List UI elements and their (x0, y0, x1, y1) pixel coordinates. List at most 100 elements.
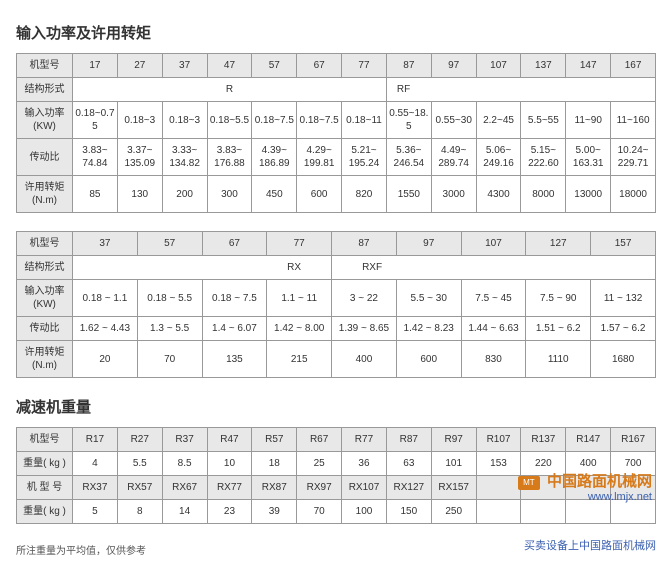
table-power-torque-1: 机型号 17 27 37 47 57 67 77 87 97 107 137 1… (16, 53, 656, 213)
cell: 400 (332, 341, 397, 378)
cell: RX (73, 256, 332, 280)
cell: 8 (117, 500, 162, 524)
cell: 1.42 ~ 8.23 (396, 317, 461, 341)
cell: 3.83~ 74.84 (73, 139, 118, 176)
cell: 450 (252, 176, 297, 213)
cell: R17 (73, 428, 118, 452)
cell: 830 (461, 341, 526, 378)
cell: 5.15~ 222.60 (521, 139, 566, 176)
col-header: 157 (591, 232, 656, 256)
cell: 4300 (476, 176, 521, 213)
cell: RX97 (297, 476, 342, 500)
cell: 10.24~ 229.71 (611, 139, 656, 176)
col-header: 机型号 (17, 232, 73, 256)
section-title-2: 减速机重量 (16, 396, 656, 417)
cell: 820 (342, 176, 387, 213)
cell: 18 (252, 452, 297, 476)
row-header: 许用转矩 (N.m) (17, 176, 73, 213)
col-header: 107 (461, 232, 526, 256)
col-header: 57 (252, 54, 297, 78)
cell: 100 (342, 500, 387, 524)
cell: 63 (386, 452, 431, 476)
row-header: 传动比 (17, 139, 73, 176)
cell: 2.2~45 (476, 102, 521, 139)
table-row: 输入功率 (KW) 0.18 ~ 1.1 0.18 ~ 5.5 0.18 ~ 7… (17, 280, 656, 317)
cell: 70 (297, 500, 342, 524)
cell: 215 (267, 341, 332, 378)
cell: 39 (252, 500, 297, 524)
cell: 13000 (566, 176, 611, 213)
col-header: 87 (386, 54, 431, 78)
table-row: 机型号 37 57 67 77 87 97 107 127 157 (17, 232, 656, 256)
cell: 1.51 ~ 6.2 (526, 317, 591, 341)
cell: 70 (137, 341, 202, 378)
cell: 130 (117, 176, 162, 213)
table-row: 重量( kg ) 5 8 14 23 39 70 100 150 250 (17, 500, 656, 524)
row-header: 输入功率 (KW) (17, 280, 73, 317)
cell: R97 (431, 428, 476, 452)
watermark: MT 中国路面机械网 www.lmjx.net (518, 470, 652, 503)
cell: 0.55~30 (431, 102, 476, 139)
cell: 4.29~ 199.81 (297, 139, 342, 176)
col-header: 87 (332, 232, 397, 256)
table-row: 输入功率 (KW) 0.18~0.75 0.18~3 0.18~3 0.18~5… (17, 102, 656, 139)
cell: 1.42 ~ 8.00 (267, 317, 332, 341)
cell: 4.39~ 186.89 (252, 139, 297, 176)
cell: RX67 (162, 476, 207, 500)
col-header: 67 (297, 54, 342, 78)
cell: 1.62 ~ 4.43 (73, 317, 138, 341)
cell: 600 (297, 176, 342, 213)
cell: 0.55~18.5 (386, 102, 431, 139)
row-header: 输入功率 (KW) (17, 102, 73, 139)
cell: 11~160 (611, 102, 656, 139)
col-header: 167 (611, 54, 656, 78)
cell: 1.44 ~ 6.63 (461, 317, 526, 341)
cell: R27 (117, 428, 162, 452)
cell: 0.18 ~ 1.1 (73, 280, 138, 317)
cell (476, 476, 521, 500)
cell: 11~90 (566, 102, 611, 139)
cell: 25 (297, 452, 342, 476)
logo-icon: MT (518, 476, 540, 490)
cell: 5.21~ 195.24 (342, 139, 387, 176)
cell: 150 (386, 500, 431, 524)
cell: R47 (207, 428, 252, 452)
cell: R37 (162, 428, 207, 452)
cell: 250 (431, 500, 476, 524)
cell: 0.18 ~ 5.5 (137, 280, 202, 317)
table-row: 传动比 1.62 ~ 4.43 1.3 ~ 5.5 1.4 ~ 6.07 1.4… (17, 317, 656, 341)
table-row: 传动比 3.83~ 74.84 3.37~ 135.09 3.33~ 134.8… (17, 139, 656, 176)
cell: 5.5 (117, 452, 162, 476)
table-row: 机型号 17 27 37 47 57 67 77 87 97 107 137 1… (17, 54, 656, 78)
cell: R67 (297, 428, 342, 452)
cell: 11 ~ 132 (591, 280, 656, 317)
cell: 1550 (386, 176, 431, 213)
cell: 7.5 ~ 45 (461, 280, 526, 317)
cell: R147 (566, 428, 611, 452)
table-row: 机型号 R17 R27 R37 R47 R57 R67 R77 R87 R97 … (17, 428, 656, 452)
col-header: 77 (342, 54, 387, 78)
col-header: 97 (431, 54, 476, 78)
cell: 0.18~0.75 (73, 102, 118, 139)
col-header: 47 (207, 54, 252, 78)
cell: 3 ~ 22 (332, 280, 397, 317)
col-header: 57 (137, 232, 202, 256)
cell: 3.33~ 134.82 (162, 139, 207, 176)
cell: 8000 (521, 176, 566, 213)
cell: 0.18~3 (117, 102, 162, 139)
col-header: 机型号 (17, 54, 73, 78)
cell: 135 (202, 341, 267, 378)
cell: 0.18~11 (342, 102, 387, 139)
cell: 7.5 ~ 90 (526, 280, 591, 317)
col-header: 67 (202, 232, 267, 256)
cell: R107 (476, 428, 521, 452)
cell (476, 500, 521, 524)
cell: 3.37~ 135.09 (117, 139, 162, 176)
table-row: 许用转矩 (N.m) 85 130 200 300 450 600 820 15… (17, 176, 656, 213)
watermark-brand: 中国路面机械网 (547, 473, 652, 490)
cell: 1.57 ~ 6.2 (591, 317, 656, 341)
cell: 1.4 ~ 6.07 (202, 317, 267, 341)
cell: RX107 (342, 476, 387, 500)
row-header: 结构形式 (17, 256, 73, 280)
cell: 1.1 ~ 11 (267, 280, 332, 317)
